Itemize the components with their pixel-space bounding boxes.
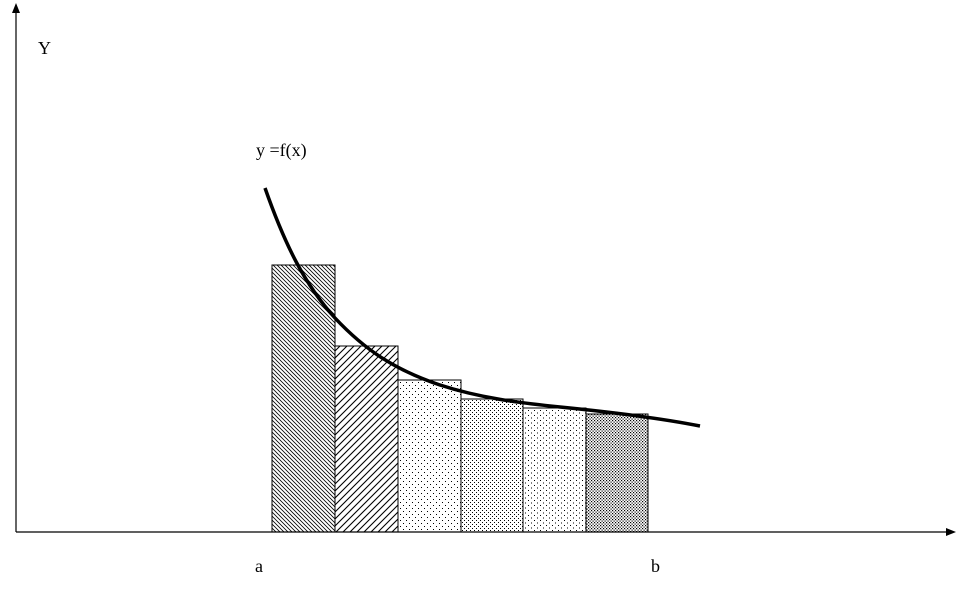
interval-end-label: b — [651, 556, 660, 576]
x-axis-arrow — [946, 528, 956, 536]
y-axis-label: Y — [38, 38, 51, 58]
rectangle — [397, 379, 462, 533]
rectangle — [334, 345, 399, 533]
curve-label: y =f(x) — [256, 140, 307, 161]
interval-start-label: a — [255, 556, 263, 576]
rectangles — [271, 264, 649, 533]
rectangle — [522, 407, 587, 533]
rectangle — [585, 413, 649, 533]
rectangle — [460, 398, 524, 533]
axes — [12, 3, 956, 536]
y-axis-arrow — [12, 3, 20, 13]
curve — [263, 187, 701, 428]
rectangle — [271, 264, 336, 533]
